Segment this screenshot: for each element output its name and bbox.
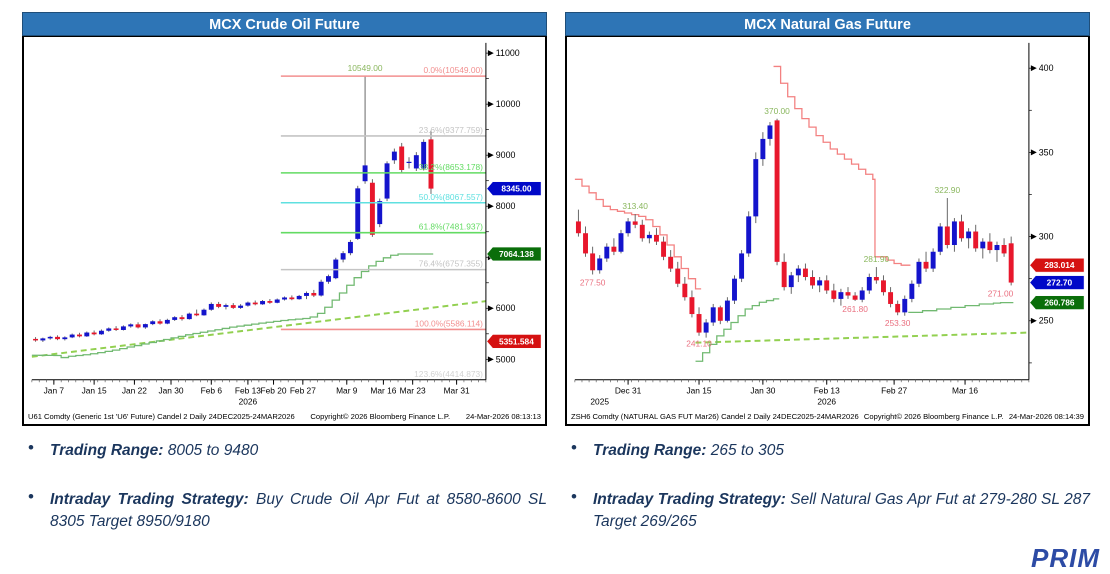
bullet-icon: •	[571, 438, 577, 458]
svg-text:272.70: 272.70	[1047, 278, 1073, 288]
svg-text:Jan 7: Jan 7	[44, 386, 65, 396]
svg-text:Mar 31: Mar 31	[444, 386, 470, 396]
note-text: Trading Range: 8005 to 9480	[50, 440, 547, 462]
svg-text:2026: 2026	[239, 396, 258, 406]
note-intraday-strategy: • Intraday Trading Strategy: Sell Natura…	[565, 486, 1090, 534]
chart-footer-timestamp: 24-Mar-2026 08:13:13	[465, 412, 541, 422]
svg-text:100.0%(5586.114): 100.0%(5586.114)	[415, 318, 483, 328]
svg-text:Feb 20: Feb 20	[261, 386, 287, 396]
svg-text:76.4%(6757.355): 76.4%(6757.355)	[419, 259, 483, 269]
svg-text:Jan 30: Jan 30	[158, 386, 183, 396]
svg-text:Jan 15: Jan 15	[686, 386, 711, 396]
svg-text:277.50: 277.50	[580, 277, 606, 287]
natural-gas-panel: MCX Natural Gas Future 277.50 313.40 241.1…	[565, 12, 1090, 427]
svg-text:Mar 23: Mar 23	[400, 386, 426, 396]
note-text: Intraday Trading Strategy: Sell Natural …	[593, 489, 1090, 534]
note-value: Sell Natural Gas Apr Fut at 279-280 SL 2…	[593, 490, 1090, 531]
bullet-icon: •	[571, 486, 577, 506]
svg-text:Mar 16: Mar 16	[370, 386, 396, 396]
svg-text:9000: 9000	[496, 150, 516, 160]
svg-text:313.40: 313.40	[622, 201, 648, 211]
natural-gas-chart-canvas: 277.50 313.40 241.10 370.00 261.80 281.90 253.…	[574, 42, 1085, 406]
trading-notes-natural-gas: • Trading Range: 265 to 305 • Intraday T…	[565, 438, 1090, 559]
crude-oil-chart-footer: U61 Comdty (Generic 1st 'U6' Future) Can…	[24, 411, 545, 424]
charts-row: MCX Crude Oil Future 0.0%(10549.00) 23.6%…	[22, 12, 1090, 427]
note-label: Intraday Trading Strategy:	[50, 490, 249, 508]
natural-gas-chart-box: 277.50 313.40 241.10 370.00 261.80 281.90 253.…	[565, 36, 1090, 427]
crude-oil-panel: MCX Crude Oil Future 0.0%(10549.00) 23.6%…	[22, 12, 547, 427]
svg-text:11000: 11000	[496, 48, 520, 58]
svg-text:8345.00: 8345.00	[501, 184, 532, 194]
note-label: Trading Range:	[593, 442, 707, 460]
svg-text:Jan 30: Jan 30	[750, 386, 775, 396]
svg-text:2025: 2025	[590, 396, 609, 406]
note-label: Intraday Trading Strategy:	[593, 490, 786, 508]
svg-text:Feb 6: Feb 6	[201, 386, 223, 396]
svg-text:281.90: 281.90	[864, 254, 890, 264]
note-value: Buy Crude Oil Apr Fut at 8580-8600 SL 83…	[50, 490, 547, 531]
bullet-icon: •	[28, 486, 34, 506]
note-text: Trading Range: 265 to 305	[593, 440, 1090, 462]
svg-text:0.0%(10549.00): 0.0%(10549.00)	[423, 65, 483, 75]
svg-text:Feb 27: Feb 27	[290, 386, 316, 396]
svg-text:250: 250	[1039, 316, 1054, 326]
svg-text:Feb 13: Feb 13	[235, 386, 261, 396]
brand-logo-partial: PRIM	[1031, 543, 1100, 573]
chart-footer-symbol: ZSH6 Comdty (NATURAL GAS FUT Mar26) Cand…	[571, 412, 859, 422]
bullet-icon: •	[28, 438, 34, 458]
crude-oil-chart-canvas: 0.0%(10549.00) 23.6%(9377.759) 38.2%(8653.…	[31, 42, 542, 406]
svg-text:50.0%(8067.557): 50.0%(8067.557)	[419, 192, 483, 202]
note-value: 8005 to 9480	[163, 442, 259, 460]
svg-text:7064.138: 7064.138	[499, 249, 534, 259]
svg-text:Feb 13: Feb 13	[814, 386, 840, 396]
svg-text:322.90: 322.90	[935, 185, 961, 195]
chart-title-natural-gas: MCX Natural Gas Future	[565, 12, 1090, 36]
svg-text:10549.00: 10549.00	[348, 63, 383, 73]
svg-text:Dec 31: Dec 31	[615, 386, 642, 396]
svg-text:38.2%(8653.178): 38.2%(8653.178)	[419, 162, 483, 172]
svg-text:370.00: 370.00	[764, 106, 790, 116]
natural-gas-chart-footer: ZSH6 Comdty (NATURAL GAS FUT Mar26) Cand…	[567, 411, 1088, 424]
notes-row: • Trading Range: 8005 to 9480 • Intraday…	[0, 426, 1110, 559]
svg-text:283.014: 283.014	[1044, 260, 1075, 270]
svg-text:253.30: 253.30	[885, 318, 911, 328]
svg-text:10000: 10000	[496, 99, 521, 109]
svg-text:Jan 15: Jan 15	[82, 386, 107, 396]
svg-text:Feb 27: Feb 27	[881, 386, 907, 396]
svg-text:2026: 2026	[817, 396, 836, 406]
note-intraday-strategy: • Intraday Trading Strategy: Buy Crude O…	[22, 486, 547, 534]
note-label: Trading Range:	[50, 442, 164, 460]
svg-text:5351.584: 5351.584	[499, 336, 534, 346]
svg-text:300: 300	[1039, 232, 1054, 242]
svg-text:271.00: 271.00	[988, 288, 1014, 298]
svg-text:123.6%(4414.873): 123.6%(4414.873)	[414, 369, 483, 379]
svg-text:261.80: 261.80	[842, 304, 868, 314]
svg-text:Jan 22: Jan 22	[122, 386, 147, 396]
chart-footer-symbol: U61 Comdty (Generic 1st 'U6' Future) Can…	[28, 412, 295, 422]
svg-text:5000: 5000	[496, 354, 516, 364]
chart-footer-copyright: Copyright© 2026 Bloomberg Finance L.P.	[863, 412, 1004, 422]
svg-text:260.786: 260.786	[1044, 298, 1075, 308]
trading-notes-crude-oil: • Trading Range: 8005 to 9480 • Intraday…	[22, 438, 547, 559]
svg-text:400: 400	[1039, 63, 1054, 73]
svg-text:350: 350	[1039, 147, 1054, 157]
note-trading-range: • Trading Range: 265 to 305	[565, 438, 1090, 462]
svg-text:241.10: 241.10	[686, 339, 712, 349]
chart-footer-copyright: Copyright© 2026 Bloomberg Finance L.P.	[310, 412, 451, 422]
note-text: Intraday Trading Strategy: Buy Crude Oil…	[50, 489, 547, 534]
svg-text:61.8%(7481.937): 61.8%(7481.937)	[419, 222, 483, 232]
crude-oil-chart-box: 0.0%(10549.00) 23.6%(9377.759) 38.2%(8653.…	[22, 36, 547, 427]
svg-text:Mar 16: Mar 16	[952, 386, 978, 396]
chart-title-crude-oil: MCX Crude Oil Future	[22, 12, 547, 36]
svg-text:6000: 6000	[496, 303, 516, 313]
svg-text:Mar 9: Mar 9	[336, 386, 358, 396]
note-value: 265 to 305	[706, 442, 784, 460]
chart-footer-timestamp: 24-Mar-2026 08:14:39	[1008, 412, 1084, 422]
svg-text:23.6%(9377.759): 23.6%(9377.759)	[419, 125, 483, 135]
svg-text:8000: 8000	[496, 201, 516, 211]
note-trading-range: • Trading Range: 8005 to 9480	[22, 438, 547, 462]
